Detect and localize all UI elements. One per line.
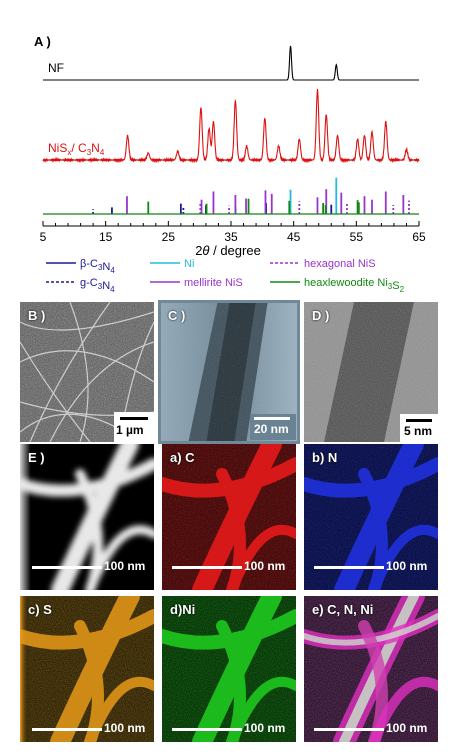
reference-lines <box>43 177 419 215</box>
scalebar-map-a-bar <box>172 566 242 569</box>
scalebar-map-b-text: 100 nm <box>386 559 428 573</box>
x-tick-label-65: 65 <box>412 230 426 244</box>
nitrogen-map <box>304 444 438 590</box>
scalebar-map-e-bar <box>314 728 384 731</box>
map-e-label: e) C, N, Ni <box>312 602 374 617</box>
map-c-label: c) S <box>28 602 52 617</box>
map-panel-s: c) S 100 nm <box>20 596 154 742</box>
legend: β-C3N4 g-C3N4 Ni mellirite NiS hexagonal NiS… <box>46 258 405 294</box>
scalebar-map-d-text: 100 nm <box>244 721 286 735</box>
series-line-1 <box>42 88 420 164</box>
scalebar-map-c-text: 100 nm <box>104 721 146 735</box>
map-a-label: a) C <box>170 450 195 465</box>
tem-panel-c: C ) 20 nm <box>158 300 300 444</box>
x-axis-label: 2θ / degree <box>195 243 261 258</box>
scalebar-map-c-bar <box>32 728 102 731</box>
tem-image <box>158 300 300 444</box>
xrd-chart: A ) NF NiSx/ C3N4 5 15 25 35 45 55 65 2θ / deg… <box>34 34 426 294</box>
map-d-label: d)Ni <box>170 602 196 617</box>
legend-label-2: Ni <box>184 258 194 270</box>
sem-panel-b: B ) 1 µm <box>20 302 154 442</box>
scalebar-map-d-bar <box>172 728 242 731</box>
carbon-map <box>162 444 296 590</box>
scalebar-d-bar <box>406 419 432 422</box>
scalebar-map-a-text: 100 nm <box>244 559 286 573</box>
x-tick-label-55: 55 <box>350 230 364 244</box>
series-line-0 <box>43 45 419 81</box>
map-panel-ni: d)Ni 100 nm <box>162 596 296 742</box>
legend-label-0: β-C3N4 <box>80 258 115 275</box>
panel-a-label: A ) <box>34 34 51 49</box>
legend-label-3: mellirite NiS <box>184 277 243 289</box>
hrtem-panel-d: D ) 5 nm <box>304 302 438 442</box>
stem-panel-e: E ) 100 nm <box>20 444 154 590</box>
map-panel-c: a) C 100 nm <box>162 444 296 590</box>
x-tick-label-5: 5 <box>40 230 47 244</box>
map-panel-overlay: e) C, N, Ni 100 nm <box>304 596 438 742</box>
scalebar-c-bar <box>254 417 290 420</box>
scalebar-d-box <box>400 414 438 442</box>
map-b-label: b) N <box>312 450 338 465</box>
scalebar-map-e-text: 100 nm <box>386 721 428 735</box>
x-tick-label-25: 25 <box>162 230 176 244</box>
scalebar-e-text: 100 nm <box>104 559 146 573</box>
scalebar-b-bar <box>120 417 148 420</box>
legend-label-5: heaxlewoodite Ni3S2 <box>304 277 405 294</box>
panel-c-label: C ) <box>168 308 186 323</box>
panel-b-label: B ) <box>28 308 46 323</box>
scalebar-d-text: 5 nm <box>404 424 433 438</box>
legend-label-4: hexagonal NiS <box>304 258 376 270</box>
series-label-nisx: NiSx/ C3N4 <box>48 141 105 157</box>
x-tick-label-15: 15 <box>99 230 113 244</box>
scalebar-map-b-bar <box>314 566 384 569</box>
series-label-nf: NF <box>48 61 64 75</box>
panel-e-label: E ) <box>28 450 45 465</box>
xrd-curves <box>42 45 420 164</box>
scalebar-e-bar <box>32 566 102 569</box>
panel-d-label: D ) <box>312 308 330 323</box>
sulfur-map <box>20 596 154 742</box>
scalebar-c-text: 20 nm <box>254 422 289 436</box>
scalebar-b-text: 1 µm <box>116 423 144 437</box>
stem-image <box>20 444 154 590</box>
x-axis: 5 15 25 35 45 55 65 <box>40 221 426 244</box>
legend-label-1: g-C3N4 <box>80 277 115 294</box>
map-panel-n: b) N 100 nm <box>304 444 438 590</box>
x-tick-label-45: 45 <box>287 230 301 244</box>
x-tick-label-35: 35 <box>224 230 238 244</box>
